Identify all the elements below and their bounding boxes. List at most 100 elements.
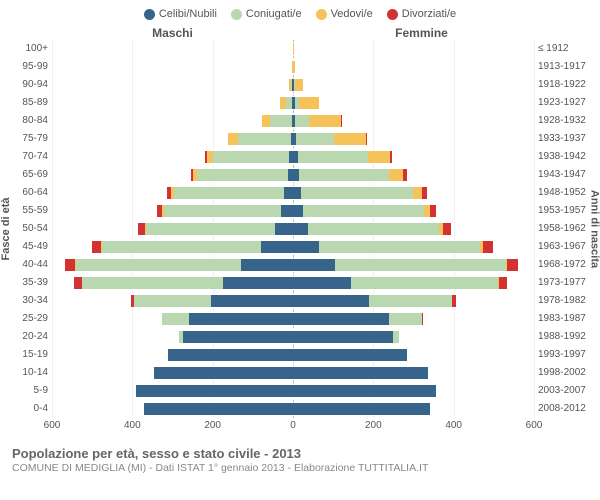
bar-seg-married bbox=[296, 132, 334, 146]
bar-seg-married bbox=[174, 186, 284, 200]
pyramid-row bbox=[52, 382, 534, 400]
pyramid-row bbox=[52, 184, 534, 202]
yaxis-right: ≤ 19121913-19171918-19221923-19271928-19… bbox=[534, 40, 590, 418]
female-half bbox=[293, 292, 534, 310]
yaxis-right-label: 1963-1967 bbox=[538, 238, 590, 256]
bar-seg-married bbox=[238, 132, 290, 146]
bar-seg-divorced bbox=[422, 186, 427, 200]
bar-seg-single bbox=[223, 276, 293, 290]
xaxis-tick: 600 bbox=[44, 420, 61, 431]
bar-seg-married bbox=[369, 294, 451, 308]
pyramid-row bbox=[52, 40, 534, 58]
male-half bbox=[52, 310, 293, 328]
yaxis-right-label: 1988-1992 bbox=[538, 328, 590, 346]
legend-swatch bbox=[231, 9, 242, 20]
yaxis-right-label: 1998-2002 bbox=[538, 364, 590, 382]
female-half bbox=[293, 310, 534, 328]
male-half bbox=[52, 220, 293, 238]
legend-label: Celibi/Nubili bbox=[159, 8, 217, 20]
male-half bbox=[52, 148, 293, 166]
rows bbox=[52, 40, 534, 418]
bar-seg-married bbox=[295, 114, 309, 128]
pyramid-row bbox=[52, 202, 534, 220]
male-half bbox=[52, 76, 293, 94]
bar-seg-married bbox=[351, 276, 498, 290]
female-half bbox=[293, 364, 534, 382]
legend: Celibi/NubiliConiugati/eVedovi/eDivorzia… bbox=[10, 8, 590, 20]
side-titles: Maschi Femmine bbox=[10, 26, 590, 40]
male-half bbox=[52, 112, 293, 130]
yaxis-left: 100+95-9990-9485-8980-8475-7970-7465-696… bbox=[10, 40, 52, 418]
bar-seg-married bbox=[82, 276, 223, 290]
yaxis-left-label: 35-39 bbox=[10, 274, 48, 292]
plot-area: 100+95-9990-9485-8980-8475-7970-7465-696… bbox=[10, 40, 590, 418]
yaxis-right-label: 1948-1952 bbox=[538, 184, 590, 202]
male-half bbox=[52, 94, 293, 112]
bar-seg-single bbox=[293, 330, 393, 344]
bar-seg-married bbox=[102, 240, 261, 254]
male-half bbox=[52, 328, 293, 346]
female-half bbox=[293, 166, 534, 184]
pyramid-row bbox=[52, 328, 534, 346]
yaxis-left-label: 85-89 bbox=[10, 94, 48, 112]
male-half bbox=[52, 274, 293, 292]
pyramid-row bbox=[52, 346, 534, 364]
grid-line bbox=[534, 40, 535, 418]
female-half bbox=[293, 76, 534, 94]
yaxis-left-label: 70-74 bbox=[10, 148, 48, 166]
male-half bbox=[52, 202, 293, 220]
pyramid-row bbox=[52, 112, 534, 130]
bar-seg-married bbox=[301, 186, 413, 200]
legend-label: Coniugati/e bbox=[246, 8, 302, 20]
yaxis-left-label: 75-79 bbox=[10, 130, 48, 148]
bar-seg-divorced bbox=[507, 258, 517, 272]
bar-seg-single bbox=[144, 402, 293, 416]
female-half bbox=[293, 238, 534, 256]
male-half bbox=[52, 166, 293, 184]
bar-seg-single bbox=[293, 294, 369, 308]
female-half bbox=[293, 130, 534, 148]
bar-seg-single bbox=[293, 312, 389, 326]
male-half bbox=[52, 346, 293, 364]
yaxis-left-label: 100+ bbox=[10, 40, 48, 58]
yaxis-left-label: 95-99 bbox=[10, 58, 48, 76]
male-half bbox=[52, 238, 293, 256]
bar-seg-married bbox=[335, 258, 506, 272]
chart-title: Popolazione per età, sesso e stato civil… bbox=[12, 446, 590, 461]
bar-seg-single bbox=[154, 366, 293, 380]
bar-seg-divorced bbox=[422, 312, 423, 326]
yaxis-left-label: 55-59 bbox=[10, 202, 48, 220]
bar-seg-widowed bbox=[413, 186, 422, 200]
bar-seg-widowed bbox=[368, 150, 390, 164]
male-half bbox=[52, 382, 293, 400]
bar-seg-married bbox=[197, 168, 287, 182]
bar-seg-married bbox=[298, 150, 368, 164]
bar-seg-married bbox=[134, 294, 210, 308]
female-half bbox=[293, 202, 534, 220]
bar-seg-married bbox=[303, 204, 424, 218]
pyramid-row bbox=[52, 364, 534, 382]
bar-seg-single bbox=[293, 402, 430, 416]
female-half bbox=[293, 382, 534, 400]
bar-seg-single bbox=[293, 240, 319, 254]
pyramid-row bbox=[52, 130, 534, 148]
yaxis-left-label: 15-19 bbox=[10, 346, 48, 364]
pyramid-row bbox=[52, 292, 534, 310]
bar-seg-single bbox=[211, 294, 293, 308]
female-half bbox=[293, 220, 534, 238]
yaxis-left-label: 5-9 bbox=[10, 382, 48, 400]
yaxis-right-label: 1918-1922 bbox=[538, 76, 590, 94]
female-half bbox=[293, 346, 534, 364]
female-half bbox=[293, 94, 534, 112]
bar-seg-single bbox=[189, 312, 293, 326]
bar-seg-divorced bbox=[390, 150, 392, 164]
bar-seg-married bbox=[76, 258, 241, 272]
xaxis-tick: 0 bbox=[290, 420, 296, 431]
bar-seg-widowed bbox=[299, 96, 319, 110]
bar-seg-single bbox=[293, 366, 428, 380]
bar-seg-married bbox=[308, 222, 439, 236]
pyramid-row bbox=[52, 76, 534, 94]
bar-seg-married bbox=[270, 114, 292, 128]
yaxis-left-label: 45-49 bbox=[10, 238, 48, 256]
male-half bbox=[52, 130, 293, 148]
